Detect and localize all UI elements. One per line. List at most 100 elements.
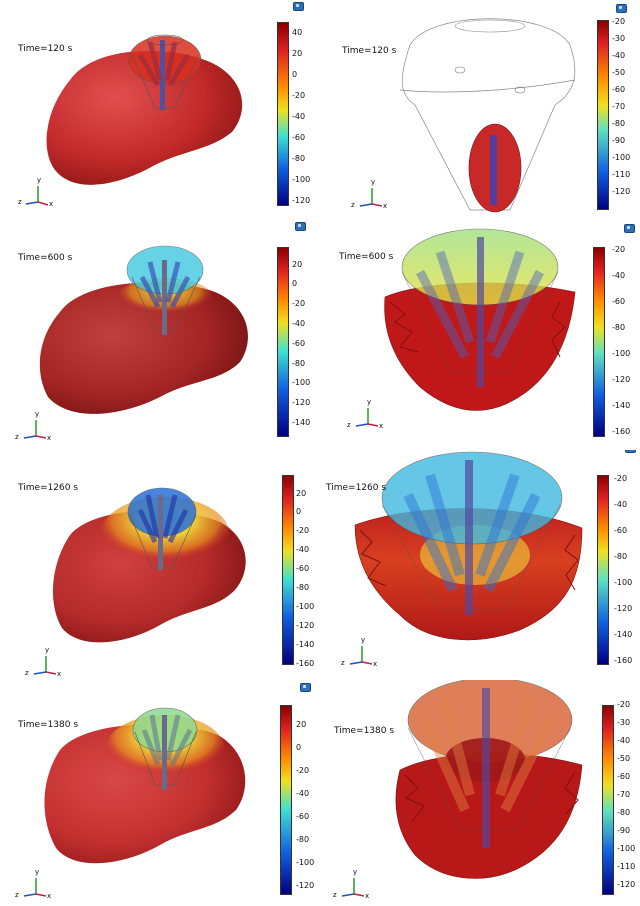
tick-label: -40 [296,789,310,798]
z-axis-label: z [25,669,29,677]
z-axis-label: z [347,421,351,429]
z-axis-label: z [15,891,19,899]
axis-triad: y z x [14,868,54,904]
tick-label: -80 [296,583,310,592]
tumor-scene [44,707,246,864]
tick-label: -80 [296,835,310,844]
tick-label: -80 [617,808,631,817]
tick-label: -60 [296,812,310,821]
tick-label: -40 [614,500,628,509]
tick-label: -20 [296,526,310,535]
panel-6: Time=1260 s -20 -40 -60 -80 -100 -120 -1… [320,450,640,680]
time-label: Time=120 s [342,46,397,56]
y-axis-label: y [361,636,366,644]
x-axis-label: x [47,892,52,900]
tumor-scene [46,34,243,185]
y-axis-label: y [35,410,40,418]
color-bar [597,475,609,665]
tick-label: -50 [617,754,631,763]
tick-label: -100 [612,349,631,358]
tick-label: -160 [296,659,315,668]
tick-label: -40 [612,271,626,280]
y-axis-label: y [353,868,358,876]
time-label: Time=1380 s [18,720,79,730]
y-axis-label: y [45,646,50,654]
tick-label: -120 [292,196,311,205]
color-bar [277,22,289,206]
tick-label: -80 [292,359,306,368]
tick-label: -60 [612,297,626,306]
tick-label: -50 [612,68,626,77]
panel-5: Time=1260 s 20 0 -20 -40 -60 -80 -100 -1… [0,450,320,680]
tick-label: -120 [612,187,631,196]
probe-scene [384,228,576,411]
tick-label: -110 [617,862,636,871]
color-bar [602,705,614,895]
panel-1: Time=120 s 40 20 0 -20 -40 -60 -80 -100 … [0,0,320,222]
z-axis-label: z [15,433,19,441]
tick-label: 0 [292,70,298,79]
time-label: Time=600 s [339,252,394,262]
time-label: Time=120 s [18,44,73,54]
z-axis-label: z [351,201,355,209]
camera-icon[interactable] [293,2,304,11]
tick-label: -40 [612,51,626,60]
camera-icon[interactable] [624,224,635,233]
tick-label: -20 [292,299,306,308]
x-axis-label: x [373,660,378,668]
tick-label: -60 [292,339,306,348]
tick-label: -90 [617,826,631,835]
tick-label: -30 [612,34,626,43]
tick-label: -140 [296,640,315,649]
tumor-scene [52,487,246,643]
tick-label: 40 [292,28,303,37]
color-bar [277,247,289,437]
tick-label: -100 [292,378,311,387]
x-axis-label: x [57,670,62,678]
color-bar [282,475,294,665]
tick-label: 0 [296,507,302,516]
tick-label: 0 [296,743,302,752]
tick-label: -20 [612,17,626,26]
tick-label: -90 [612,136,626,145]
tick-label: -20 [612,245,626,254]
tick-label: -20 [296,766,310,775]
tick-label: -20 [292,91,306,100]
tick-label: -100 [296,858,315,867]
tick-label: -100 [617,844,636,853]
axis-triad: y z x [332,868,372,904]
tick-label: -100 [292,175,311,184]
tick-label: -40 [296,545,310,554]
camera-icon[interactable] [616,4,627,13]
panel-8: Time=1380 s -20 -30 -40 -50 -60 -70 -80 … [320,680,640,906]
z-axis-label: z [18,198,22,206]
tick-label: -160 [614,656,633,665]
tick-label: 20 [292,49,303,58]
tick-label: -100 [614,578,633,587]
tick-label: -120 [296,621,315,630]
tick-label: -20 [614,474,628,483]
tick-label: -60 [296,564,310,573]
tick-label: 20 [296,720,307,729]
axis-triad: y z x [346,398,386,434]
tick-label: -100 [296,602,315,611]
axis-triad: y z x [24,646,64,680]
tick-label: -20 [617,700,631,709]
time-label: Time=1260 s [326,483,387,493]
tick-label: 20 [292,260,303,269]
tick-label: -120 [612,375,631,384]
camera-icon[interactable] [625,450,636,453]
tick-label: -120 [296,881,315,890]
color-bar [597,20,609,210]
axis-triad: y z x [14,410,54,446]
camera-icon[interactable] [300,683,311,692]
tick-label: -160 [612,427,631,436]
panel-3: Time=600 s 20 0 -20 -40 -60 -80 -100 -12… [0,222,320,450]
tick-label: -60 [292,133,306,142]
tick-label: -40 [292,319,306,328]
color-bar [280,705,292,895]
tick-label: -120 [292,398,311,407]
time-label: Time=600 s [18,253,73,263]
color-bar [593,247,605,437]
camera-icon[interactable] [295,222,306,231]
